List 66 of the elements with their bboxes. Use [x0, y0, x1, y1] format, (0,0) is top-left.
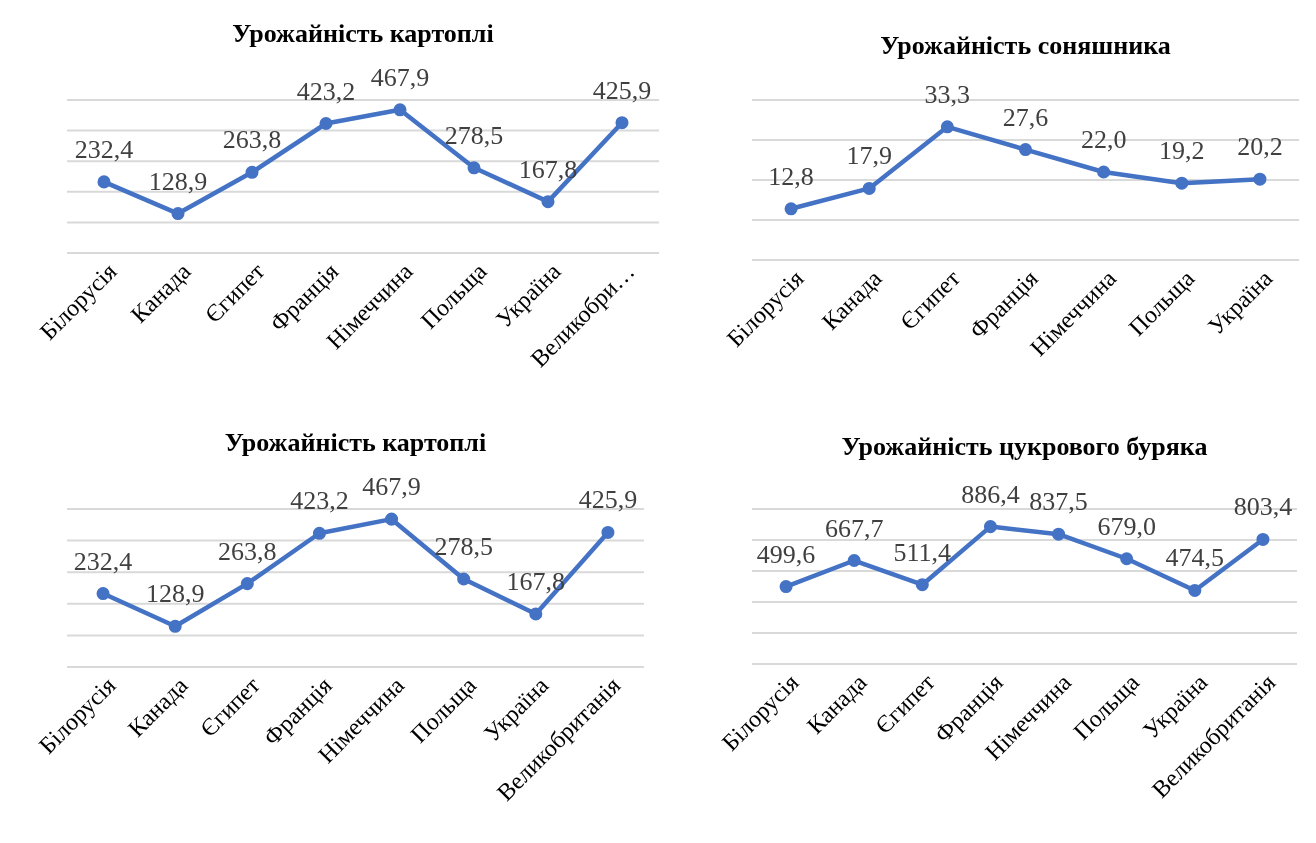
point: [983, 520, 997, 534]
point: [915, 578, 929, 592]
point: [240, 577, 254, 591]
point: [615, 116, 629, 130]
data-label: 423,2: [296, 76, 356, 106]
point: [779, 580, 793, 594]
data-label: 467,9: [362, 472, 421, 502]
data-label: 263,8: [222, 125, 282, 155]
point: [1097, 165, 1111, 179]
data-label: 19,2: [1159, 136, 1205, 166]
data-label: 20,2: [1237, 132, 1283, 162]
data-label: 803,4: [1233, 492, 1293, 522]
point: [168, 619, 182, 633]
point: [171, 207, 185, 221]
chart-title: Урожайність картоплі: [224, 428, 487, 458]
point: [385, 512, 399, 526]
chart-title: Урожайність цукрового буряка: [841, 431, 1208, 461]
data-label: 27,6: [1002, 102, 1049, 132]
point: [457, 572, 471, 586]
point: [529, 607, 543, 621]
data-label: 167,8: [518, 154, 578, 184]
point: [393, 103, 407, 117]
data-label: 167,8: [506, 566, 566, 596]
data-label: 17,9: [846, 141, 892, 171]
point: [1175, 176, 1189, 190]
chart-title: Урожайність картоплі: [232, 18, 494, 48]
point: [1052, 527, 1066, 541]
point: [862, 181, 876, 195]
point: [467, 161, 481, 175]
data-label: 667,7: [824, 513, 884, 543]
point: [312, 526, 326, 540]
point: [97, 175, 111, 189]
data-label: 425,9: [578, 485, 638, 515]
point: [96, 587, 110, 601]
data-label: 511,4: [893, 537, 952, 567]
data-label: 263,8: [218, 536, 277, 566]
data-label: 886,4: [961, 479, 1020, 509]
point: [245, 165, 259, 179]
point: [319, 116, 333, 131]
point: [1120, 552, 1134, 566]
data-label: 232,4: [74, 134, 134, 164]
point: [1253, 172, 1267, 186]
data-label: 425,9: [592, 75, 652, 105]
data-label: 128,9: [145, 579, 205, 609]
data-label: 679,0: [1097, 511, 1156, 541]
data-label: 423,2: [290, 486, 349, 516]
point: [1188, 583, 1202, 597]
data-label: 474,5: [1165, 543, 1225, 573]
point: [541, 195, 555, 209]
chart-title: Урожайність соняшника: [880, 30, 1171, 60]
data-label: 33,3: [924, 79, 971, 109]
data-label: 278,5: [444, 120, 504, 150]
point: [847, 554, 861, 568]
point: [784, 202, 798, 216]
data-label: 837,5: [1029, 487, 1088, 517]
point: [1018, 143, 1033, 157]
data-label: 499,6: [756, 539, 816, 569]
data-label: 278,5: [434, 531, 493, 561]
data-label: 12,8: [768, 161, 814, 191]
point: [1256, 532, 1270, 546]
data-label: 467,9: [370, 62, 430, 92]
data-label: 22,0: [1080, 125, 1127, 154]
data-label: 232,4: [73, 546, 133, 576]
data-label: 128,9: [148, 166, 208, 196]
point: [601, 525, 615, 539]
point: [940, 120, 954, 134]
